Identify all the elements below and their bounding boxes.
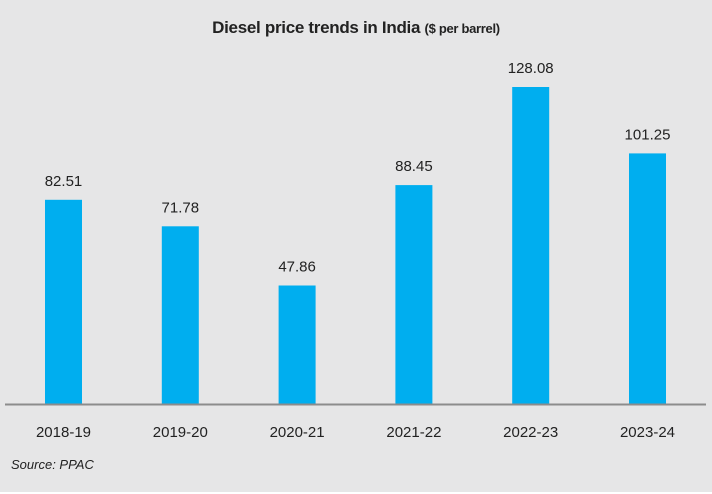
category-label-2021-22: 2021-22 <box>386 424 441 441</box>
value-label-2022-23: 128.08 <box>508 60 554 77</box>
bar-2021-22 <box>395 185 433 404</box>
value-label-2019-20: 71.78 <box>162 199 200 216</box>
category-label-2023-24: 2023-24 <box>620 424 675 441</box>
bar-2020-21 <box>278 285 316 404</box>
category-label-2022-23: 2022-23 <box>503 424 558 441</box>
bar-2022-23 <box>512 87 550 404</box>
value-label-2020-21: 47.86 <box>278 259 316 276</box>
category-label-2019-20: 2019-20 <box>153 424 208 441</box>
bar-2023-24 <box>629 153 666 404</box>
category-label-2018-19: 2018-19 <box>36 424 91 441</box>
source-note: Source: PPAC <box>11 457 94 472</box>
category-labels-group: 2018-19 2019-20 2020-21 2021-22 2022-23 2023-… <box>36 424 675 441</box>
chart-title: Diesel price trends in India ($ per barr… <box>0 18 712 38</box>
value-labels-group: 82.51 71.78 47.86 88.45 128.08 101.25 <box>45 60 671 276</box>
value-label-2023-24: 101.25 <box>625 126 671 143</box>
bar-2018-19 <box>45 199 82 404</box>
chart-title-text: Diesel price trends in India <box>212 18 421 37</box>
value-label-2018-19: 82.51 <box>45 173 83 190</box>
value-label-2021-22: 88.45 <box>395 158 433 175</box>
category-label-2020-21: 2020-21 <box>270 424 325 441</box>
bar-2019-20 <box>161 226 199 404</box>
bars-group <box>45 87 666 404</box>
chart-title-unit: ($ per barrel) <box>424 21 501 36</box>
